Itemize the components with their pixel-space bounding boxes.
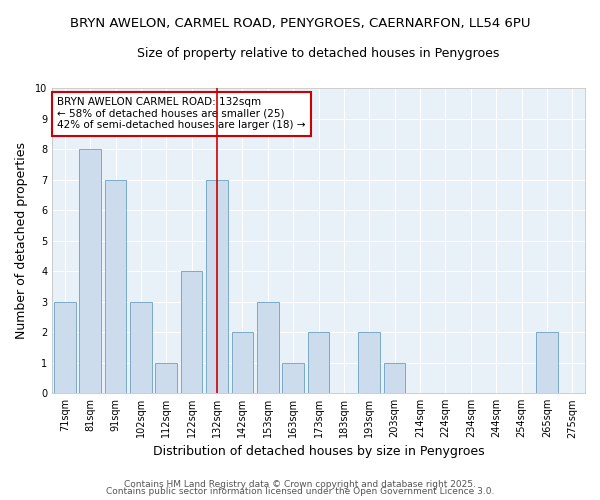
Bar xyxy=(257,302,278,393)
Text: Contains HM Land Registry data © Crown copyright and database right 2025.: Contains HM Land Registry data © Crown c… xyxy=(124,480,476,489)
Bar xyxy=(384,362,406,393)
Bar xyxy=(232,332,253,393)
Bar xyxy=(283,362,304,393)
Text: BRYN AWELON, CARMEL ROAD, PENYGROES, CAERNARFON, LL54 6PU: BRYN AWELON, CARMEL ROAD, PENYGROES, CAE… xyxy=(70,18,530,30)
Bar xyxy=(358,332,380,393)
Y-axis label: Number of detached properties: Number of detached properties xyxy=(15,142,28,339)
Bar xyxy=(536,332,558,393)
Title: Size of property relative to detached houses in Penygroes: Size of property relative to detached ho… xyxy=(137,48,500,60)
Text: Contains public sector information licensed under the Open Government Licence 3.: Contains public sector information licen… xyxy=(106,487,494,496)
Bar xyxy=(155,362,177,393)
Bar xyxy=(130,302,152,393)
X-axis label: Distribution of detached houses by size in Penygroes: Distribution of detached houses by size … xyxy=(153,444,484,458)
Bar xyxy=(105,180,126,393)
Bar xyxy=(181,271,202,393)
Bar xyxy=(308,332,329,393)
Bar xyxy=(54,302,76,393)
Bar xyxy=(206,180,228,393)
Text: BRYN AWELON CARMEL ROAD: 132sqm
← 58% of detached houses are smaller (25)
42% of: BRYN AWELON CARMEL ROAD: 132sqm ← 58% of… xyxy=(58,97,306,130)
Bar xyxy=(79,149,101,393)
